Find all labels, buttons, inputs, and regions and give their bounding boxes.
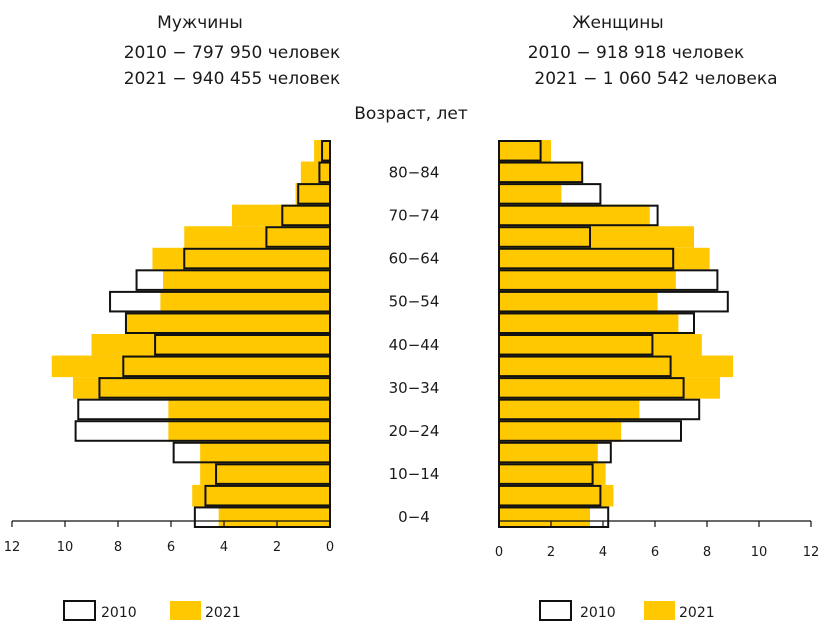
- age-labels: 0−4 10−14 20−24 30−34 40−44 50−54 60−64 70−74 80…: [389, 163, 440, 526]
- men-bar-2021: [72, 377, 330, 399]
- legend-women-label-2010: 2010: [580, 605, 616, 621]
- legend-women-swatch-2021: [644, 601, 675, 620]
- women-x-tick-label: 4: [599, 545, 607, 560]
- age-label: 40−44: [389, 336, 440, 354]
- men-bar-2021: [231, 204, 330, 227]
- age-label: 70−74: [389, 206, 440, 224]
- legend-women: 2010 2021: [539, 600, 715, 621]
- men-total-2010: 2010 − 797 950 человек: [124, 43, 341, 63]
- women-bar-2021: [499, 204, 650, 227]
- women-bar-2021: [499, 484, 614, 507]
- men-bar-2021: [152, 247, 330, 270]
- legend-men-label-2021: 2021: [205, 605, 241, 621]
- men-total-2021: 2021 − 940 455 человек: [124, 69, 341, 89]
- women-bar-2021: [499, 420, 622, 442]
- men-bar-2021: [184, 226, 330, 248]
- men-bar-2021: [200, 441, 330, 464]
- women-bar-2021: [499, 161, 583, 184]
- women-x-tick-label: 0: [495, 545, 503, 560]
- age-label: 30−34: [389, 379, 440, 397]
- men-bar-2021: [160, 290, 330, 313]
- women-header: Женщины: [572, 13, 663, 33]
- women-x-tick-label: 6: [651, 545, 659, 560]
- age-axis-title: Возраст, лет: [354, 104, 468, 124]
- men-bar-2021: [125, 312, 330, 334]
- age-label: 10−14: [389, 465, 440, 483]
- legend-men-swatch-2021: [170, 601, 201, 620]
- legend-men-swatch-2010: [63, 600, 96, 621]
- men-bar-2021: [51, 355, 330, 378]
- men-bar-2021: [192, 484, 330, 507]
- men-bar-2021: [163, 269, 330, 291]
- legend-women-swatch-2010: [539, 600, 572, 621]
- men-bar-2021: [218, 506, 330, 528]
- women-bars: [498, 140, 733, 529]
- men-bar-2021: [168, 398, 330, 421]
- women-bar-2021: [499, 183, 562, 205]
- women-bar-2021: [499, 463, 606, 485]
- men-x-tick-label: 12: [4, 540, 21, 555]
- women-bar-2021: [499, 247, 710, 270]
- women-bar-2021: [499, 398, 640, 421]
- age-label: 20−24: [389, 422, 440, 440]
- men-x-tick-label: 0: [326, 540, 334, 555]
- legend-men: 2010 2021: [63, 600, 241, 621]
- women-x-tick-label: 12: [803, 545, 820, 560]
- women-bar-2021: [499, 226, 694, 248]
- men-bar-2021: [168, 420, 330, 442]
- age-label: 0−4: [398, 508, 430, 526]
- women-bar-2021: [499, 312, 679, 334]
- axes: 0 0 2 2 4 4 6 6 8 8 10 10 12 12: [4, 140, 820, 560]
- men-bar-2021: [200, 463, 330, 485]
- men-x-tick-label: 8: [114, 540, 122, 555]
- women-bar-2021: [499, 506, 590, 528]
- men-bars: [51, 140, 332, 529]
- women-total-2010: 2010 − 918 918 человек: [528, 43, 745, 63]
- men-header: Мужчины: [157, 13, 243, 33]
- men-x-tick-label: 10: [57, 540, 74, 555]
- women-x-tick-label: 8: [703, 545, 711, 560]
- age-label: 50−54: [389, 293, 440, 311]
- men-bar-2021: [300, 161, 330, 184]
- legend-men-label-2010: 2010: [101, 605, 137, 621]
- women-bar-2021: [499, 377, 720, 399]
- age-label: 80−84: [389, 163, 440, 181]
- women-bar-2021: [499, 269, 676, 291]
- legend-women-label-2021: 2021: [679, 605, 715, 621]
- women-x-tick-label: 10: [751, 545, 768, 560]
- women-bar-2021: [499, 355, 733, 378]
- women-x-tick-label: 2: [547, 545, 555, 560]
- women-bar-2021: [499, 334, 702, 356]
- men-bar-2021: [91, 334, 330, 356]
- women-total-2021: 2021 − 1 060 542 человека: [534, 69, 777, 89]
- men-bar-2021: [295, 183, 330, 205]
- age-label: 60−64: [389, 250, 440, 268]
- men-x-tick-label: 4: [220, 540, 228, 555]
- men-x-tick-label: 2: [273, 540, 281, 555]
- women-bar-2021: [499, 140, 551, 162]
- women-bar-2021: [499, 290, 658, 313]
- women-bar-2021: [499, 441, 598, 464]
- men-x-tick-label: 6: [167, 540, 175, 555]
